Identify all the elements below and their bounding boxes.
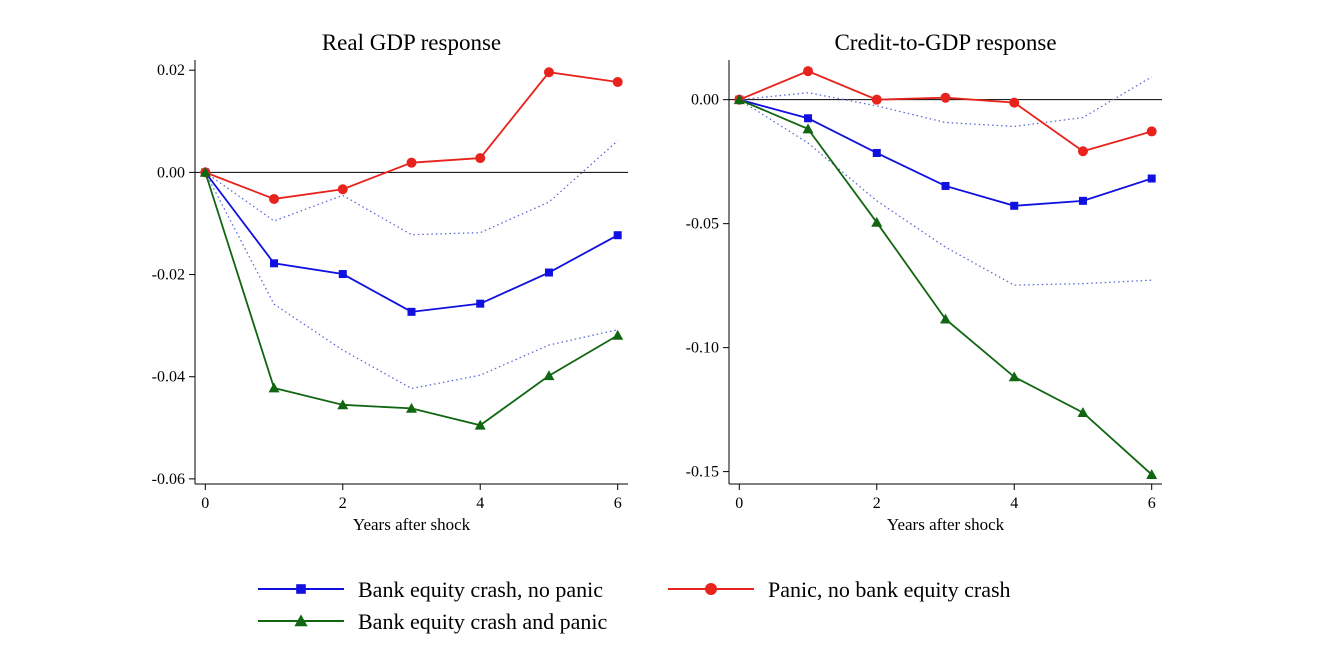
legend-label: Bank equity crash, no panic <box>358 577 603 602</box>
panel-title: Credit-to-GDP response <box>834 30 1056 55</box>
data-point <box>406 157 417 168</box>
panel-title: Real GDP response <box>322 30 501 55</box>
y-tick-label: -0.05 <box>686 216 719 233</box>
data-point <box>474 419 486 430</box>
y-tick-label: -0.15 <box>686 464 719 481</box>
x-tick-label: 6 <box>614 495 622 512</box>
data-point <box>337 399 349 410</box>
x-tick-label: 2 <box>873 495 881 512</box>
legend-marker <box>296 584 306 594</box>
data-point <box>941 181 950 190</box>
confidence-band-lower <box>738 99 1152 286</box>
data-point <box>1146 126 1157 137</box>
series-triangle <box>733 94 1158 479</box>
data-point <box>544 268 553 277</box>
data-point <box>337 184 348 195</box>
data-point <box>871 216 883 227</box>
data-point <box>940 92 951 103</box>
y-tick-label: 0.00 <box>157 164 185 181</box>
confidence-band-upper <box>739 76 1153 128</box>
legend-marker <box>294 614 308 627</box>
series-triangle <box>199 166 624 430</box>
data-point <box>269 193 280 204</box>
credit-to-gdp-panel: Credit-to-GDP response 0.00 -0.05 -0.10 -0.1… <box>686 30 1162 534</box>
x-tick-label: 4 <box>476 495 484 512</box>
legend-entry: Bank equity crash, no panic <box>258 577 603 602</box>
legend-marker <box>705 583 717 595</box>
data-point <box>872 148 881 157</box>
data-point <box>199 166 211 177</box>
data-point <box>1077 146 1088 157</box>
data-point <box>270 259 279 268</box>
x-axis-title: Years after shock <box>353 515 471 534</box>
data-point <box>268 382 280 393</box>
legend-entry: Bank equity crash and panic <box>258 609 607 634</box>
x-axis-title: Years after shock <box>887 515 1005 534</box>
data-point <box>803 66 814 77</box>
data-point <box>613 231 622 240</box>
data-point <box>338 270 347 279</box>
real-gdp-panel: Real GDP response 0.02 0.00 -0.02 -0.04 -0.06… <box>152 30 628 534</box>
x-tick-label: 0 <box>201 495 209 512</box>
data-point <box>733 94 745 105</box>
data-point <box>804 114 813 123</box>
y-tick-label: -0.02 <box>152 267 185 284</box>
data-point <box>1147 174 1156 183</box>
data-point <box>475 153 486 164</box>
data-point <box>1078 196 1087 205</box>
data-point <box>940 313 951 324</box>
y-tick-label: 0.02 <box>157 62 185 79</box>
data-point <box>543 370 555 381</box>
data-point <box>1009 97 1020 108</box>
data-point <box>612 76 623 87</box>
legend: Bank equity crash, no panic Panic, no ban… <box>258 577 1011 634</box>
y-tick-label: -0.10 <box>686 340 719 357</box>
x-tick-label: 4 <box>1010 495 1018 512</box>
data-point <box>407 307 416 316</box>
y-tick-label: 0.00 <box>691 92 719 109</box>
data-point <box>543 67 554 78</box>
data-point <box>1010 201 1019 210</box>
x-tick-label: 2 <box>339 495 347 512</box>
data-point <box>476 299 485 308</box>
x-tick-label: 6 <box>1148 495 1156 512</box>
y-tick-label: -0.06 <box>152 471 185 488</box>
data-point <box>1077 407 1089 417</box>
data-point <box>871 94 882 105</box>
legend-label: Bank equity crash and panic <box>358 609 607 634</box>
data-point <box>406 402 417 413</box>
data-point <box>1146 469 1158 479</box>
data-point <box>612 329 624 340</box>
data-point <box>802 123 814 134</box>
legend-entry: Panic, no bank equity crash <box>668 577 1011 602</box>
data-point <box>1008 371 1020 382</box>
x-tick-label: 0 <box>735 495 743 512</box>
confidence-band-lower <box>204 172 618 390</box>
legend-label: Panic, no bank equity crash <box>768 577 1011 602</box>
series-circle <box>200 67 623 204</box>
y-tick-label: -0.04 <box>152 369 185 386</box>
